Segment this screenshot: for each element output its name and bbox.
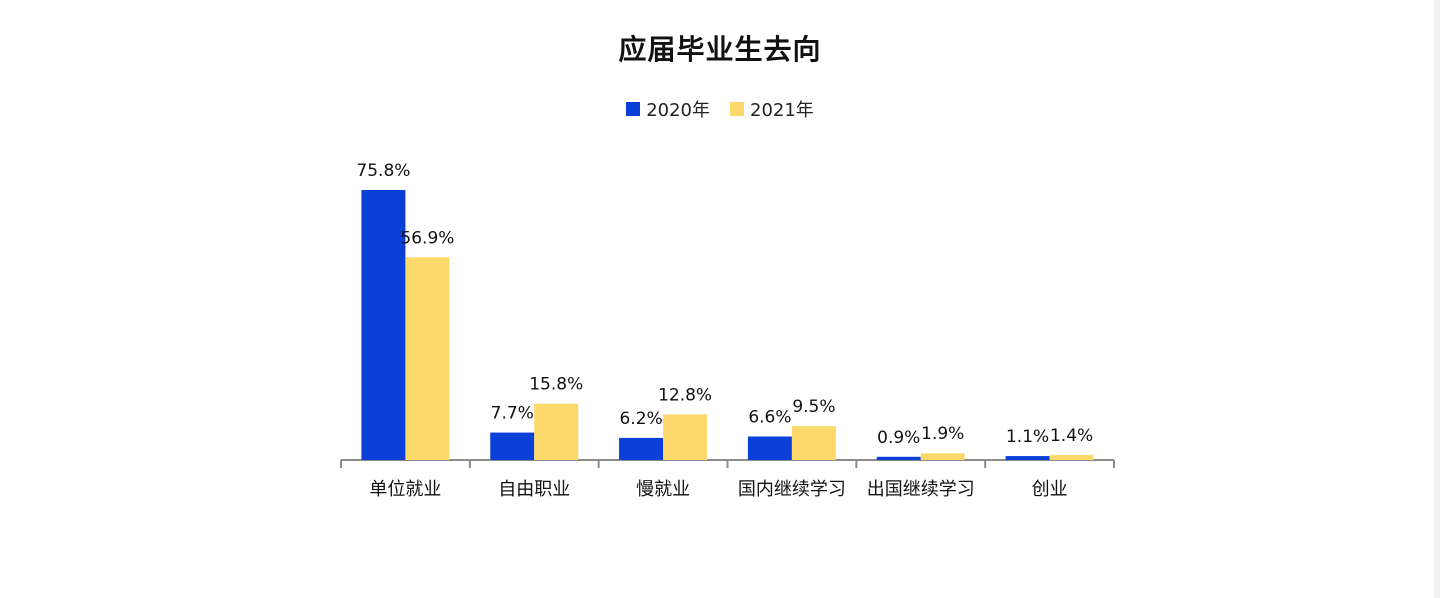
bar-2021-5 xyxy=(1049,455,1094,460)
bar-2020-3 xyxy=(747,436,792,460)
data-label-2020-0: 75.8% xyxy=(356,161,410,181)
category-label-1: 自由职业 xyxy=(498,479,570,500)
data-label-2020-2: 6.2% xyxy=(619,409,662,429)
chart-title: 应届毕业生去向 xyxy=(618,33,822,66)
bar-2020-1 xyxy=(490,432,535,460)
legend-label-2020: 2020年 xyxy=(646,100,710,121)
legend-swatch-2020 xyxy=(626,102,641,116)
legend-label-2021: 2021年 xyxy=(750,100,814,121)
legend-item-2021: 2021年 xyxy=(730,96,814,122)
data-label-2021-3: 9.5% xyxy=(792,397,835,417)
bar-2021-3 xyxy=(791,426,836,460)
bar-2021-1 xyxy=(534,403,579,460)
data-label-2021-5: 1.4% xyxy=(1050,426,1093,446)
data-label-2021-0: 56.9% xyxy=(400,228,454,248)
bar-2020-2 xyxy=(619,437,664,460)
category-label-2: 慢就业 xyxy=(636,479,690,500)
data-label-2021-2: 12.8% xyxy=(658,385,712,405)
bar-2020-4 xyxy=(876,456,921,460)
bar-2021-4 xyxy=(920,453,965,460)
category-label-0: 单位就业 xyxy=(369,479,441,500)
legend-item-2020: 2020年 xyxy=(626,96,710,122)
category-label-3: 国内继续学习 xyxy=(738,479,846,500)
data-label-2020-4: 0.9% xyxy=(877,428,920,448)
data-label-2020-3: 6.6% xyxy=(748,407,791,427)
bar-2020-0 xyxy=(361,190,406,460)
bar-2020-5 xyxy=(1005,456,1050,460)
data-label-2021-1: 15.8% xyxy=(529,375,583,395)
category-label-5: 创业 xyxy=(1032,479,1068,500)
bar-2021-2 xyxy=(663,414,708,460)
bar-2021-0 xyxy=(405,257,450,460)
legend: 2020年 2021年 xyxy=(0,96,1440,122)
data-label-2020-5: 1.1% xyxy=(1006,427,1049,447)
data-label-2021-4: 1.9% xyxy=(921,424,964,444)
legend-swatch-2021 xyxy=(730,102,744,116)
category-label-4: 出国继续学习 xyxy=(867,479,975,500)
data-label-2020-1: 7.7% xyxy=(491,404,534,424)
page-edge-strip xyxy=(1434,0,1440,598)
